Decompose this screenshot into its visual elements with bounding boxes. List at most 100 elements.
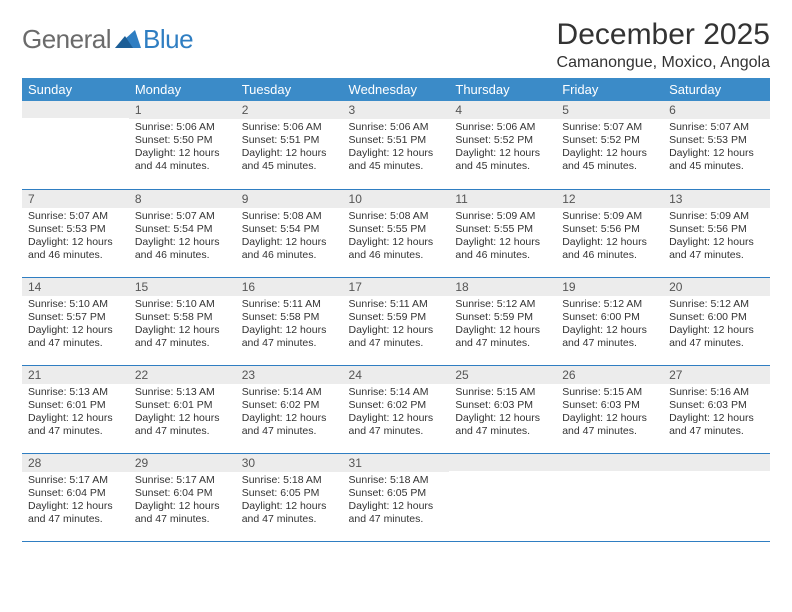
sunset-line: Sunset: 6:03 PM xyxy=(562,399,657,412)
sunrise-line: Sunrise: 5:14 AM xyxy=(349,386,444,399)
sunrise-line: Sunrise: 5:12 AM xyxy=(562,298,657,311)
day-number: 2 xyxy=(236,101,343,119)
calendar-cell: 12Sunrise: 5:09 AMSunset: 5:56 PMDayligh… xyxy=(556,189,663,277)
calendar-cell: 17Sunrise: 5:11 AMSunset: 5:59 PMDayligh… xyxy=(343,277,450,365)
day-details: Sunrise: 5:18 AMSunset: 6:05 PMDaylight:… xyxy=(343,472,450,531)
sunset-line: Sunset: 5:53 PM xyxy=(669,134,764,147)
sunset-line: Sunset: 6:00 PM xyxy=(669,311,764,324)
day-details: Sunrise: 5:14 AMSunset: 6:02 PMDaylight:… xyxy=(236,384,343,443)
day-number: 11 xyxy=(449,190,556,208)
daylight-line: Daylight: 12 hours and 45 minutes. xyxy=(242,147,337,173)
calendar-cell: 20Sunrise: 5:12 AMSunset: 6:00 PMDayligh… xyxy=(663,277,770,365)
day-header: Tuesday xyxy=(236,78,343,101)
calendar-cell: 14Sunrise: 5:10 AMSunset: 5:57 PMDayligh… xyxy=(22,277,129,365)
sunset-line: Sunset: 5:53 PM xyxy=(28,223,123,236)
logo-text-blue: Blue xyxy=(143,24,193,55)
daylight-line: Daylight: 12 hours and 47 minutes. xyxy=(349,324,444,350)
sunset-line: Sunset: 5:54 PM xyxy=(135,223,230,236)
sunrise-line: Sunrise: 5:18 AM xyxy=(349,474,444,487)
calendar-cell: 13Sunrise: 5:09 AMSunset: 5:56 PMDayligh… xyxy=(663,189,770,277)
daylight-line: Daylight: 12 hours and 47 minutes. xyxy=(669,236,764,262)
day-number: 21 xyxy=(22,366,129,384)
day-details: Sunrise: 5:12 AMSunset: 6:00 PMDaylight:… xyxy=(663,296,770,355)
calendar-cell xyxy=(22,101,129,189)
sunrise-line: Sunrise: 5:07 AM xyxy=(28,210,123,223)
day-header: Monday xyxy=(129,78,236,101)
day-header: Sunday xyxy=(22,78,129,101)
daylight-line: Daylight: 12 hours and 46 minutes. xyxy=(562,236,657,262)
calendar-cell: 28Sunrise: 5:17 AMSunset: 6:04 PMDayligh… xyxy=(22,453,129,541)
sunrise-line: Sunrise: 5:07 AM xyxy=(135,210,230,223)
day-number: 12 xyxy=(556,190,663,208)
calendar-cell: 2Sunrise: 5:06 AMSunset: 5:51 PMDaylight… xyxy=(236,101,343,189)
daylight-line: Daylight: 12 hours and 45 minutes. xyxy=(669,147,764,173)
sunset-line: Sunset: 6:04 PM xyxy=(135,487,230,500)
sunrise-line: Sunrise: 5:07 AM xyxy=(669,121,764,134)
calendar-cell: 4Sunrise: 5:06 AMSunset: 5:52 PMDaylight… xyxy=(449,101,556,189)
sunrise-line: Sunrise: 5:09 AM xyxy=(669,210,764,223)
sunset-line: Sunset: 5:51 PM xyxy=(349,134,444,147)
day-details: Sunrise: 5:13 AMSunset: 6:01 PMDaylight:… xyxy=(22,384,129,443)
sunset-line: Sunset: 6:05 PM xyxy=(242,487,337,500)
calendar-cell xyxy=(449,453,556,541)
sunset-line: Sunset: 5:57 PM xyxy=(28,311,123,324)
sunrise-line: Sunrise: 5:13 AM xyxy=(28,386,123,399)
day-header: Thursday xyxy=(449,78,556,101)
sunset-line: Sunset: 6:00 PM xyxy=(562,311,657,324)
calendar-cell: 11Sunrise: 5:09 AMSunset: 5:55 PMDayligh… xyxy=(449,189,556,277)
day-number: 4 xyxy=(449,101,556,119)
daylight-line: Daylight: 12 hours and 46 minutes. xyxy=(135,236,230,262)
sunset-line: Sunset: 5:56 PM xyxy=(562,223,657,236)
sunset-line: Sunset: 6:01 PM xyxy=(28,399,123,412)
day-number: 20 xyxy=(663,278,770,296)
daylight-line: Daylight: 12 hours and 46 minutes. xyxy=(242,236,337,262)
sunrise-line: Sunrise: 5:12 AM xyxy=(669,298,764,311)
sunset-line: Sunset: 5:52 PM xyxy=(562,134,657,147)
sunrise-line: Sunrise: 5:06 AM xyxy=(349,121,444,134)
day-header: Wednesday xyxy=(343,78,450,101)
day-details: Sunrise: 5:07 AMSunset: 5:53 PMDaylight:… xyxy=(22,208,129,267)
calendar-cell: 19Sunrise: 5:12 AMSunset: 6:00 PMDayligh… xyxy=(556,277,663,365)
daylight-line: Daylight: 12 hours and 47 minutes. xyxy=(28,500,123,526)
calendar-cell: 9Sunrise: 5:08 AMSunset: 5:54 PMDaylight… xyxy=(236,189,343,277)
day-number: 15 xyxy=(129,278,236,296)
daylight-line: Daylight: 12 hours and 47 minutes. xyxy=(242,412,337,438)
day-number: 24 xyxy=(343,366,450,384)
sunrise-line: Sunrise: 5:15 AM xyxy=(562,386,657,399)
sunrise-line: Sunrise: 5:12 AM xyxy=(455,298,550,311)
calendar-cell: 24Sunrise: 5:14 AMSunset: 6:02 PMDayligh… xyxy=(343,365,450,453)
daylight-line: Daylight: 12 hours and 47 minutes. xyxy=(135,412,230,438)
day-number: 1 xyxy=(129,101,236,119)
day-details: Sunrise: 5:10 AMSunset: 5:57 PMDaylight:… xyxy=(22,296,129,355)
day-details: Sunrise: 5:07 AMSunset: 5:52 PMDaylight:… xyxy=(556,119,663,178)
header: General Blue December 2025 Camanongue, M… xyxy=(22,18,770,72)
calendar-cell: 1Sunrise: 5:06 AMSunset: 5:50 PMDaylight… xyxy=(129,101,236,189)
day-details: Sunrise: 5:07 AMSunset: 5:54 PMDaylight:… xyxy=(129,208,236,267)
calendar-cell: 29Sunrise: 5:17 AMSunset: 6:04 PMDayligh… xyxy=(129,453,236,541)
day-details: Sunrise: 5:11 AMSunset: 5:59 PMDaylight:… xyxy=(343,296,450,355)
calendar-cell: 22Sunrise: 5:13 AMSunset: 6:01 PMDayligh… xyxy=(129,365,236,453)
daylight-line: Daylight: 12 hours and 47 minutes. xyxy=(562,324,657,350)
daylight-line: Daylight: 12 hours and 47 minutes. xyxy=(242,324,337,350)
calendar-week-row: 1Sunrise: 5:06 AMSunset: 5:50 PMDaylight… xyxy=(22,101,770,189)
day-number: 3 xyxy=(343,101,450,119)
day-details: Sunrise: 5:08 AMSunset: 5:55 PMDaylight:… xyxy=(343,208,450,267)
day-details: Sunrise: 5:18 AMSunset: 6:05 PMDaylight:… xyxy=(236,472,343,531)
day-details: Sunrise: 5:13 AMSunset: 6:01 PMDaylight:… xyxy=(129,384,236,443)
daylight-line: Daylight: 12 hours and 46 minutes. xyxy=(349,236,444,262)
sunset-line: Sunset: 5:51 PM xyxy=(242,134,337,147)
page-title: December 2025 xyxy=(557,18,770,52)
logo-mark-icon xyxy=(115,26,141,53)
day-details: Sunrise: 5:09 AMSunset: 5:55 PMDaylight:… xyxy=(449,208,556,267)
daylight-line: Daylight: 12 hours and 47 minutes. xyxy=(242,500,337,526)
day-number: 25 xyxy=(449,366,556,384)
sunset-line: Sunset: 5:55 PM xyxy=(455,223,550,236)
calendar-cell: 8Sunrise: 5:07 AMSunset: 5:54 PMDaylight… xyxy=(129,189,236,277)
title-block: December 2025 Camanongue, Moxico, Angola xyxy=(557,18,770,72)
sunrise-line: Sunrise: 5:16 AM xyxy=(669,386,764,399)
day-number: 31 xyxy=(343,454,450,472)
logo-text-general: General xyxy=(22,24,111,55)
day-header: Saturday xyxy=(663,78,770,101)
day-number: 16 xyxy=(236,278,343,296)
day-details: Sunrise: 5:08 AMSunset: 5:54 PMDaylight:… xyxy=(236,208,343,267)
